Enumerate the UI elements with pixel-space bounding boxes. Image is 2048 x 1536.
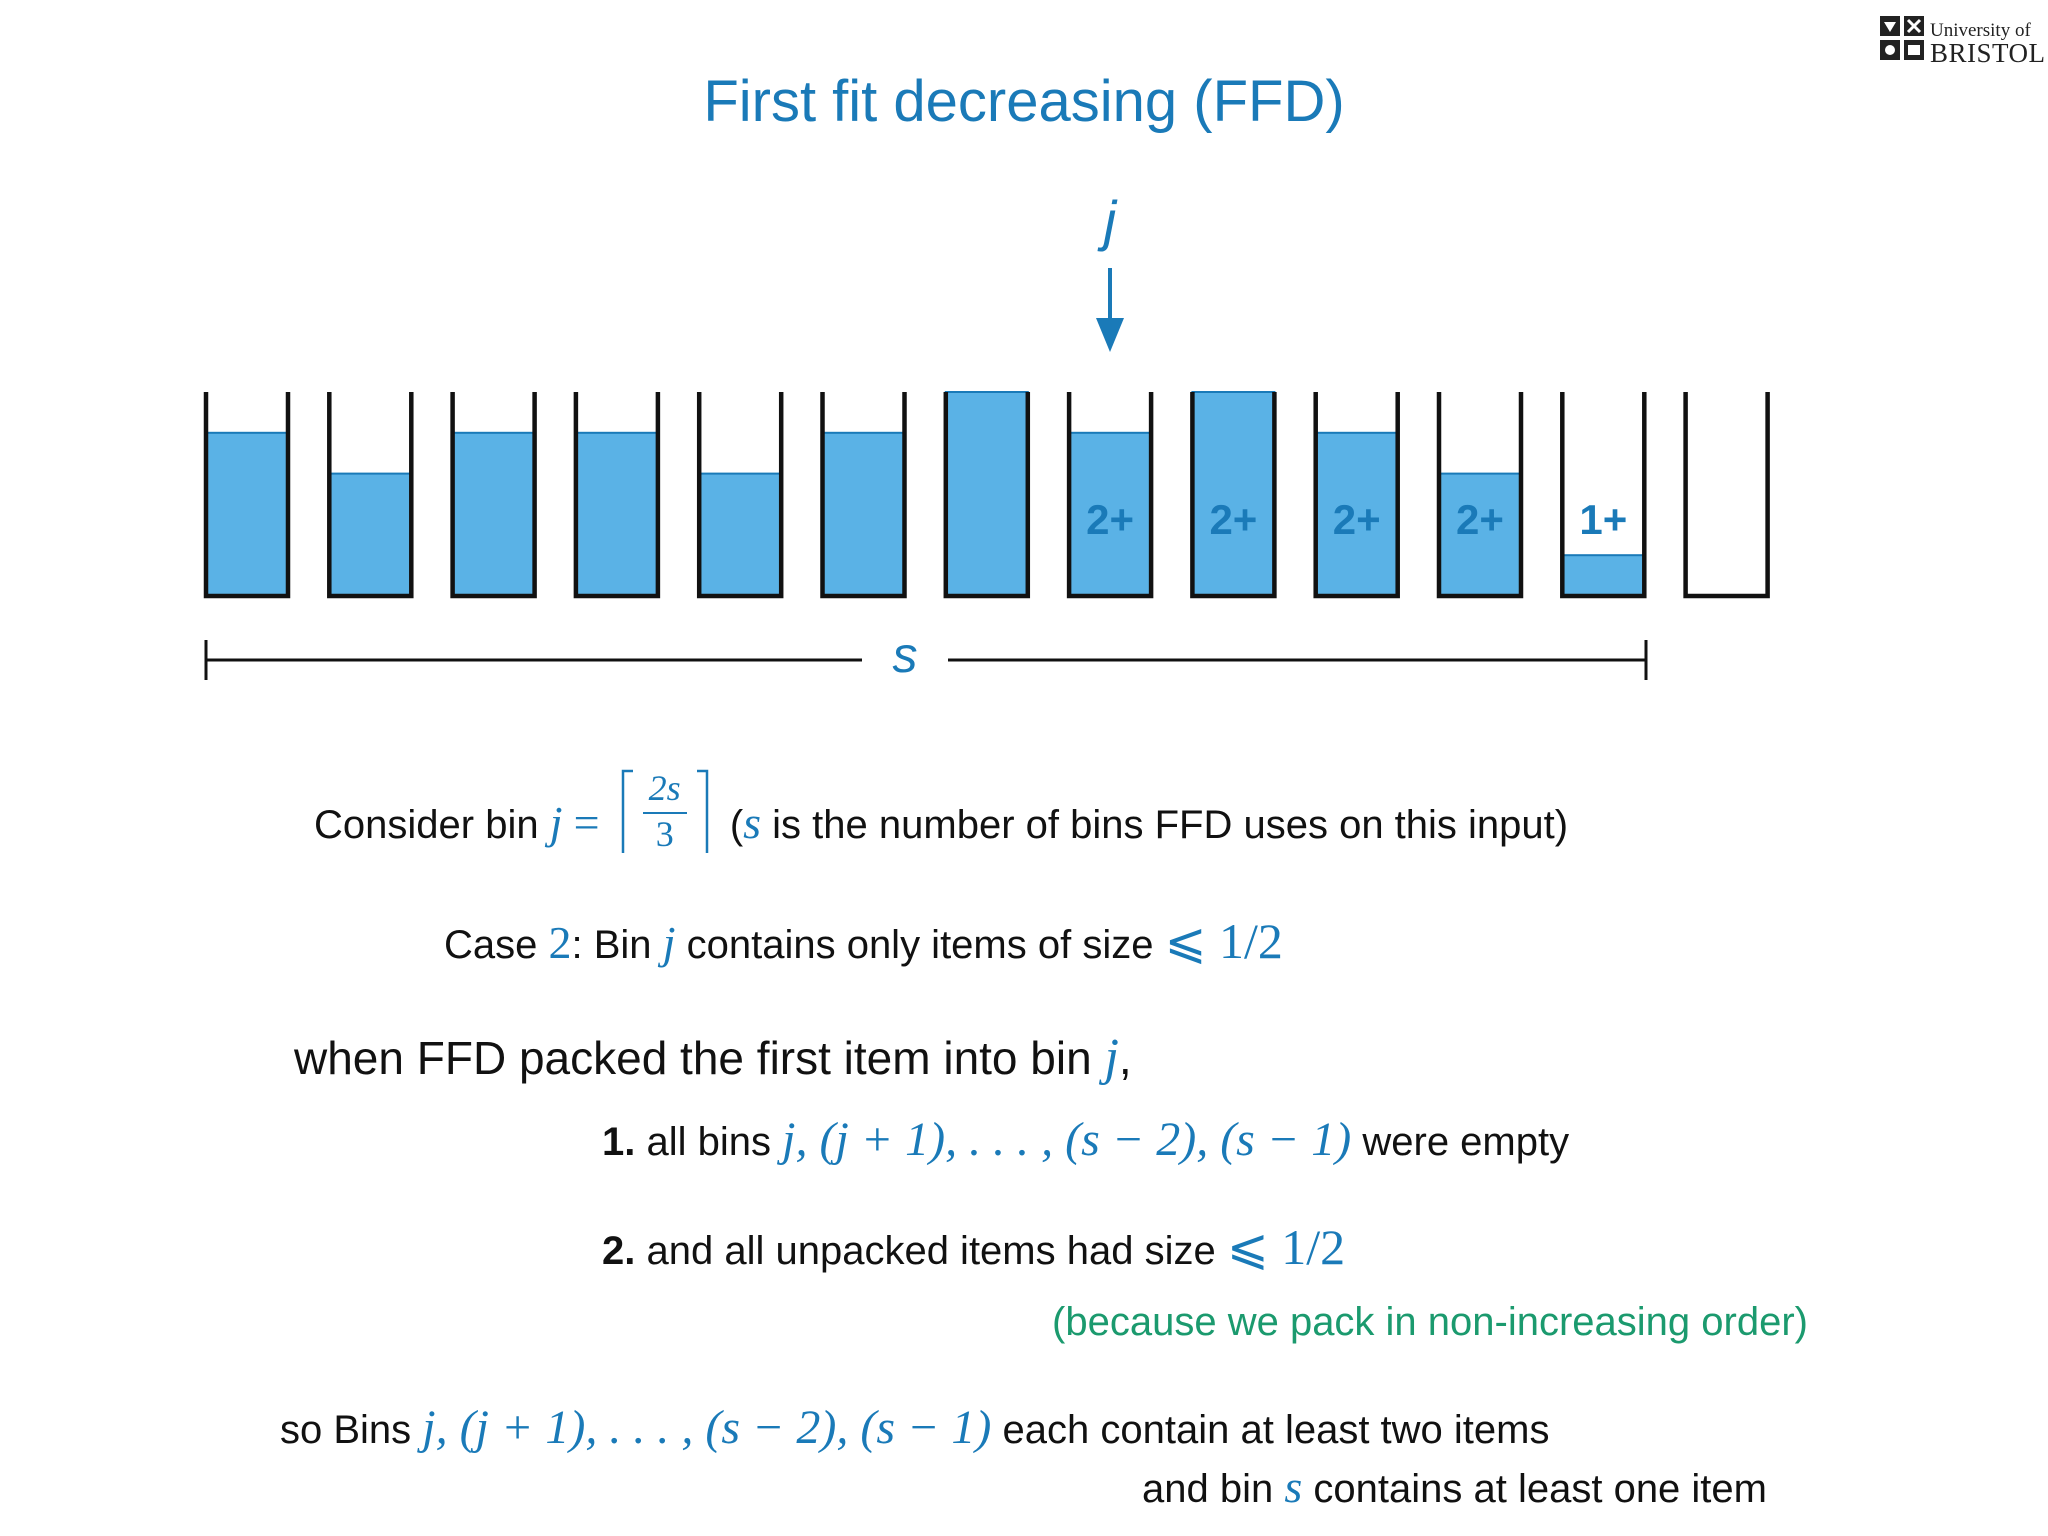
- and-line: and bin s contains at least one item: [1142, 1460, 1767, 1513]
- equals-sign: =: [573, 797, 600, 848]
- item-2-number: 2.: [602, 1229, 636, 1273]
- item-2: 2. and all unpacked items had size ⩽ 1/2: [602, 1218, 1345, 1276]
- bin-label: 1+: [1579, 496, 1627, 543]
- bin-fill: [1438, 472, 1522, 598]
- bin-3: [450, 392, 537, 599]
- bin-outline: [1560, 392, 1647, 599]
- case-line: Case 2: Bin j contains only items of siz…: [444, 912, 1283, 970]
- bin-outline: [1066, 392, 1154, 599]
- bin-fill: [328, 472, 413, 598]
- bin-diagram: j 2+ 2+ 2+ 2+ 1+ s: [203, 189, 1770, 683]
- pointer-label: j: [1097, 189, 1118, 252]
- bin-outline: [327, 392, 414, 599]
- var-s: s: [1284, 1461, 1303, 1512]
- so-post: each contain at least two items: [1002, 1408, 1550, 1452]
- bin-fill: [451, 431, 536, 597]
- item-1-pre: all bins: [646, 1120, 771, 1164]
- bin-outline: [203, 392, 291, 599]
- when-pre: when FFD packed the first item into bin: [294, 1032, 1092, 1084]
- bin-fill: [698, 472, 783, 598]
- bin-fill: [205, 431, 289, 597]
- bin-outline: [450, 392, 537, 599]
- item-1-number: 1.: [602, 1120, 636, 1164]
- var-s: s: [743, 797, 762, 848]
- bin-fill: [1561, 554, 1646, 598]
- bin-1: [203, 392, 291, 599]
- bins-sequence: j, (j + 1), . . . , (s − 2), (s − 1): [422, 1401, 992, 1454]
- university-logo: University of BRISTOL: [1878, 14, 2048, 68]
- bin-outline: [820, 392, 907, 599]
- case-mid: : Bin: [571, 923, 652, 967]
- page-title: First fit decreasing (FFD): [703, 69, 1345, 134]
- bin-5: [696, 392, 784, 599]
- because-note: (because we pack in non-increasing order…: [1052, 1300, 1808, 1344]
- bin-12: 1+: [1560, 392, 1647, 599]
- item-1: 1. all bins j, (j + 1), . . . , (s − 2),…: [602, 1112, 1569, 1167]
- bin-9: 2+: [1190, 391, 1277, 599]
- consider-post: is the number of bins FFD uses on this i…: [772, 803, 1569, 847]
- bins-sequence: j, (j + 1), . . . , (s − 2), (s − 1): [782, 1113, 1352, 1166]
- bin-fill: [821, 431, 906, 597]
- fraction-numerator: 2s: [648, 768, 681, 809]
- so-pre: so Bins: [280, 1408, 412, 1452]
- bin-outline: [1436, 392, 1524, 599]
- bin-10: 2+: [1313, 392, 1400, 599]
- case-pre: Case: [444, 923, 538, 967]
- size-bound: ⩽ 1/2: [1164, 913, 1283, 969]
- bin-label: 2+: [1209, 496, 1257, 543]
- item-2-pre: and all unpacked items had size: [646, 1229, 1216, 1273]
- var-j: j: [662, 917, 676, 968]
- var-j: j: [549, 797, 563, 848]
- bin-4: [573, 392, 661, 599]
- bin-6: [820, 392, 907, 599]
- when-line: when FFD packed the first item into bin …: [294, 1028, 1132, 1087]
- bin-2: [327, 392, 414, 599]
- paren-open: (: [729, 803, 744, 847]
- bin-label: 2+: [1456, 496, 1504, 543]
- bin-8: 2+: [1066, 392, 1154, 599]
- span-bracket: [204, 640, 1648, 680]
- bin-13: [1683, 392, 1770, 599]
- bin-outline: [1313, 392, 1400, 599]
- case-post: contains only items of size: [686, 923, 1154, 967]
- fraction-denominator: 3: [655, 814, 674, 855]
- pointer-arrow-head: [1096, 318, 1124, 352]
- logo-line-2: BRISTOL: [1930, 38, 2046, 68]
- and-post: contains at least one item: [1313, 1467, 1767, 1511]
- bin-label: 2+: [1333, 496, 1381, 543]
- item-1-post: were empty: [1362, 1120, 1570, 1164]
- and-pre: and bin: [1142, 1467, 1274, 1511]
- var-j: j: [1104, 1029, 1119, 1086]
- size-bound: ⩽ 1/2: [1226, 1219, 1346, 1275]
- crest-icon: [1880, 16, 1924, 60]
- logo-line-1: University of: [1930, 20, 2031, 41]
- bin-11: 2+: [1436, 392, 1524, 599]
- bin-outline: [943, 392, 1031, 599]
- bin-outline: [573, 392, 661, 599]
- bin-label: 2+: [1086, 496, 1134, 543]
- case-number: 2: [548, 917, 572, 968]
- bin-outline: [696, 392, 784, 599]
- ceil-fraction: 2s 3: [615, 767, 715, 857]
- bin-7: [943, 391, 1031, 599]
- bin-outline: [1683, 392, 1770, 599]
- span-label: s: [893, 627, 918, 683]
- when-comma: ,: [1118, 1032, 1132, 1084]
- so-line: so Bins j, (j + 1), . . . , (s − 2), (s …: [280, 1400, 1549, 1455]
- bin-fill: [574, 431, 659, 597]
- consider-pre: Consider bin: [314, 803, 539, 847]
- consider-line: Consider bin j = 2s 3 (s is the number o…: [314, 768, 1569, 857]
- bin-outline: [1190, 392, 1277, 599]
- bin-fill: [1191, 391, 1276, 597]
- bin-fill: [944, 391, 1029, 597]
